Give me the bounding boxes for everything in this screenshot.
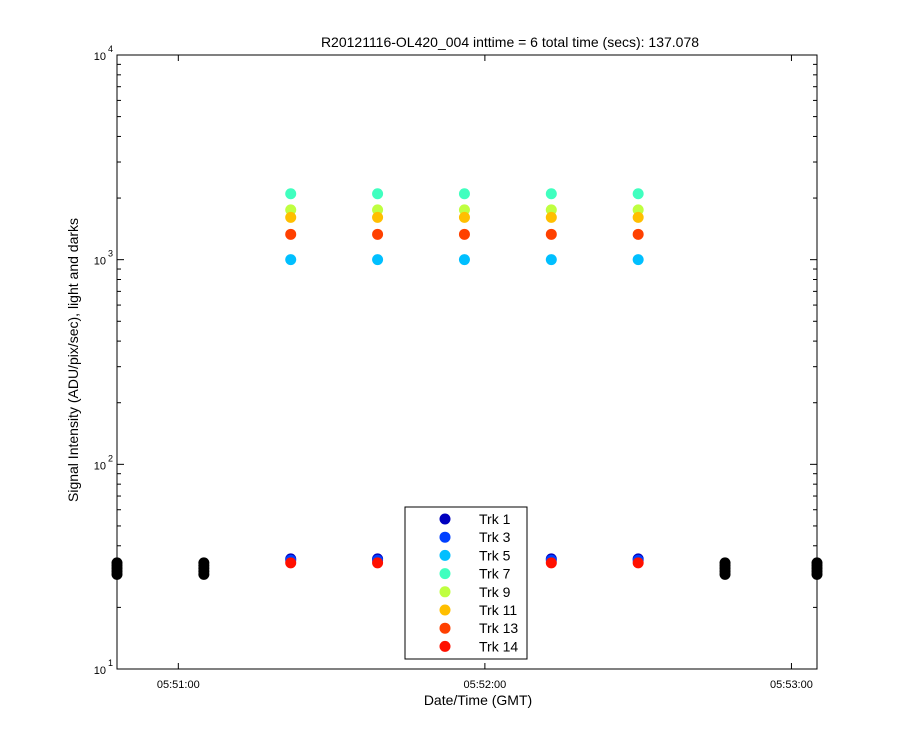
y-tick-label: 10 [94,256,106,268]
data-point [285,188,297,200]
data-point [632,188,644,200]
legend-label: Trk 7 [479,566,511,582]
x-tick-labels: 05:51:00 05:52:00 05:53:00 [157,679,813,691]
data-point [372,188,384,200]
legend-box [404,506,528,660]
data-point [632,228,644,240]
legend-label: Trk 1 [479,511,511,527]
x-tick-label: 05:53:00 [770,679,813,691]
data-point [632,254,644,266]
x-tick-label: 05:51:00 [157,679,200,691]
legend-label: Trk 5 [479,547,511,563]
y-tick-exponent: 4 [108,44,113,54]
chart-title: R20121116-OL420_004 inttime = 6 total ti… [321,34,699,50]
data-point [545,557,557,569]
y-tick-exponent: 3 [108,249,113,259]
data-point [545,211,557,223]
legend-label: Trk 9 [479,584,511,600]
y-tick-label: 10 [94,460,106,472]
data-point [458,254,470,266]
data-point [285,254,297,266]
data-point [545,188,557,200]
y-axis-label: Signal Intensity (ADU/pix/sec), light an… [65,218,81,502]
light-points [285,188,644,569]
data-point [372,254,384,266]
x-axis-label: Date/Time (GMT) [424,692,532,708]
dark-point [111,557,123,569]
legend-label: Trk 14 [479,638,518,654]
legend-marker [439,640,451,652]
axis-ticks [117,55,817,670]
dark-point [811,557,823,569]
data-point [285,211,297,223]
data-point [458,228,470,240]
legend-label: Trk 3 [479,529,511,545]
data-point [372,557,384,569]
data-point [372,211,384,223]
legend: Trk 1 Trk 3 Trk 5 Trk 7 Trk 9 Trk 11 Trk 13 Trk… [404,506,528,660]
data-point [285,228,297,240]
legend-label: Trk 13 [479,620,518,636]
legend-label: Trk 11 [479,602,517,618]
y-tick-label: 10 [94,665,106,677]
data-point [458,188,470,200]
dark-point [719,557,731,569]
y-tick-exponent: 2 [108,453,113,463]
legend-marker [439,513,451,525]
data-point [285,557,297,569]
legend-marker [439,604,451,616]
data-point [632,211,644,223]
x-tick-label: 05:52:00 [463,679,506,691]
y-tick-exponent: 1 [108,658,113,668]
data-point [545,254,557,266]
data-point [372,228,384,240]
data-point [545,228,557,240]
legend-marker [439,549,451,561]
data-point [632,557,644,569]
legend-marker [439,531,451,543]
data-point [458,211,470,223]
dark-points [111,557,823,580]
y-tick-label: 10 [94,51,106,63]
legend-marker [439,586,451,598]
dark-point [198,557,210,569]
legend-marker [439,568,451,580]
legend-marker [439,622,451,634]
